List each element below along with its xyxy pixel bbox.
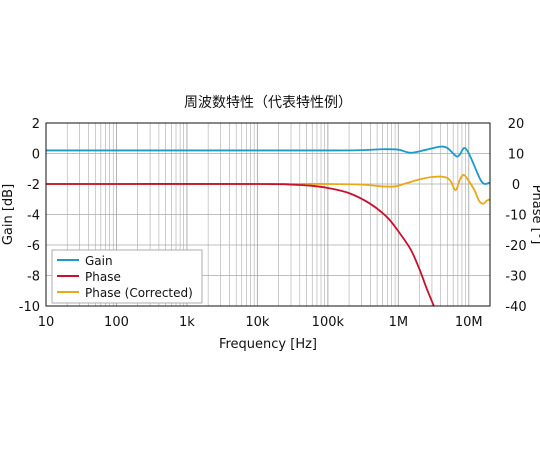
right-y-tick-label: 10 (508, 148, 525, 163)
x-tick-label: 100k (312, 315, 345, 330)
left-y-tick-label: -8 (27, 270, 40, 285)
x-tick-label: 10k (245, 315, 270, 330)
series-line-phase-corrected (46, 173, 491, 205)
right-y-tick-label: -40 (505, 300, 526, 315)
tick-labels: 10 100 1k 10k 100k 1M 10M20-2-4-6-8-1020100-10… (19, 117, 527, 330)
x-tick-label: 10M (455, 315, 483, 330)
left-y-tick-label: -6 (27, 239, 40, 254)
legend-label: Phase (85, 270, 121, 284)
left-y-tick-label: -10 (19, 300, 40, 315)
left-y-tick-label: 0 (32, 148, 40, 163)
series-line-phase (45, 183, 435, 307)
right-y-tick-label: 0 (512, 178, 520, 193)
legend-label: Phase (Corrected) (85, 286, 193, 300)
right-y-tick-label: 20 (508, 117, 525, 132)
x-tick-label: 1k (179, 315, 195, 330)
left-y-tick-label: 2 (32, 117, 40, 132)
right-y-tick-label: -10 (505, 209, 526, 224)
right-y-axis-label: Phase [°] (529, 185, 540, 245)
left-y-tick-label: -4 (27, 209, 40, 224)
plot-frame (45, 122, 491, 307)
x-tick-label: 1M (389, 315, 409, 330)
chart-title: 周波数特性（代表特性例） (184, 95, 352, 111)
series-line-gain (46, 145, 491, 185)
legend: Gain Phase Phase (Corrected) (51, 249, 203, 304)
x-tick-label: 100 (104, 315, 129, 330)
legend-label: Gain (85, 254, 113, 268)
x-axis-label: Frequency [Hz] (219, 337, 317, 352)
left-y-axis-label: Gain [dB] (1, 184, 16, 245)
right-y-tick-label: -30 (505, 270, 526, 285)
series-lines (45, 145, 491, 307)
x-tick-label: 10 (38, 315, 55, 330)
left-y-tick-label: -2 (27, 178, 40, 193)
right-y-tick-label: -20 (505, 239, 526, 254)
